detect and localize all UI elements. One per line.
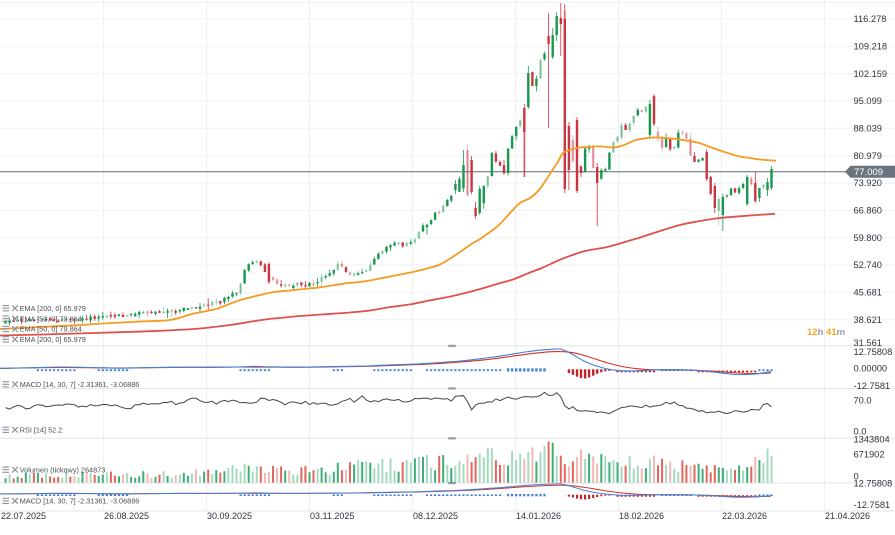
svg-text:38.621: 38.621 xyxy=(854,315,882,325)
svg-text:77.009: 77.009 xyxy=(854,167,883,178)
svg-text:03.11.2025: 03.11.2025 xyxy=(310,511,354,521)
svg-text:Volumen (tickqwy) 264873: Volumen (tickqwy) 264873 xyxy=(20,465,106,474)
svg-text:-12.7581: -12.7581 xyxy=(854,381,891,391)
svg-text:31.561: 31.561 xyxy=(854,338,882,348)
svg-text:80.979: 80.979 xyxy=(854,151,882,161)
svg-text:95.099: 95.099 xyxy=(854,96,882,106)
svg-text:MACD [14, 30, 7] -2.31361, -3.: MACD [14, 30, 7] -2.31361, -3.06886 xyxy=(20,380,140,389)
svg-text:66.860: 66.860 xyxy=(854,206,882,216)
svg-text:EMA [50, 0] 79.864: EMA [50, 0] 79.864 xyxy=(20,325,82,334)
svg-text:22.07.2025: 22.07.2025 xyxy=(1,511,46,521)
svg-text:EMA [50, 0] 79.864: EMA [50, 0] 79.864 xyxy=(20,314,82,323)
svg-text:-12.7581: -12.7581 xyxy=(854,500,891,510)
svg-text:EMA [200, 0] 65.979: EMA [200, 0] 65.979 xyxy=(20,304,86,313)
svg-text:RSI [14] 52.2: RSI [14] 52.2 xyxy=(20,426,63,435)
svg-text:88.039: 88.039 xyxy=(854,124,882,134)
svg-text:08.12.2025: 08.12.2025 xyxy=(413,511,458,521)
svg-text:59.800: 59.800 xyxy=(854,233,882,243)
svg-text:26.08.2025: 26.08.2025 xyxy=(104,511,149,521)
svg-text:12h 41m: 12h 41m xyxy=(807,327,845,338)
svg-text:73.920: 73.920 xyxy=(854,178,882,188)
svg-text:MACD [14, 30, 7] -2.31361, -3.: MACD [14, 30, 7] -2.31361, -3.06886 xyxy=(20,497,140,506)
svg-text:21.04.2026: 21.04.2026 xyxy=(825,511,870,521)
svg-text:102.159: 102.159 xyxy=(854,69,888,79)
svg-text:0: 0 xyxy=(854,472,859,482)
svg-text:70.0: 70.0 xyxy=(854,396,872,406)
svg-text:0.0: 0.0 xyxy=(854,426,867,436)
svg-text:45.681: 45.681 xyxy=(854,288,882,298)
svg-text:0.00000: 0.00000 xyxy=(854,364,888,374)
svg-text:109.218: 109.218 xyxy=(854,41,888,51)
svg-text:12.75808: 12.75808 xyxy=(854,479,893,489)
svg-text:1343804: 1343804 xyxy=(854,435,890,445)
svg-text:12.75808: 12.75808 xyxy=(854,347,893,357)
svg-text:18.02.2026: 18.02.2026 xyxy=(619,511,664,521)
svg-text:52.740: 52.740 xyxy=(854,260,882,270)
svg-text:30.09.2025: 30.09.2025 xyxy=(207,511,252,521)
svg-text:671902: 671902 xyxy=(854,450,885,460)
svg-text:EMA [200, 0] 65.979: EMA [200, 0] 65.979 xyxy=(20,335,86,344)
svg-text:116.278: 116.278 xyxy=(854,14,887,24)
svg-text:14.01.2026: 14.01.2026 xyxy=(516,511,561,521)
svg-text:22.03.2026: 22.03.2026 xyxy=(722,511,767,521)
